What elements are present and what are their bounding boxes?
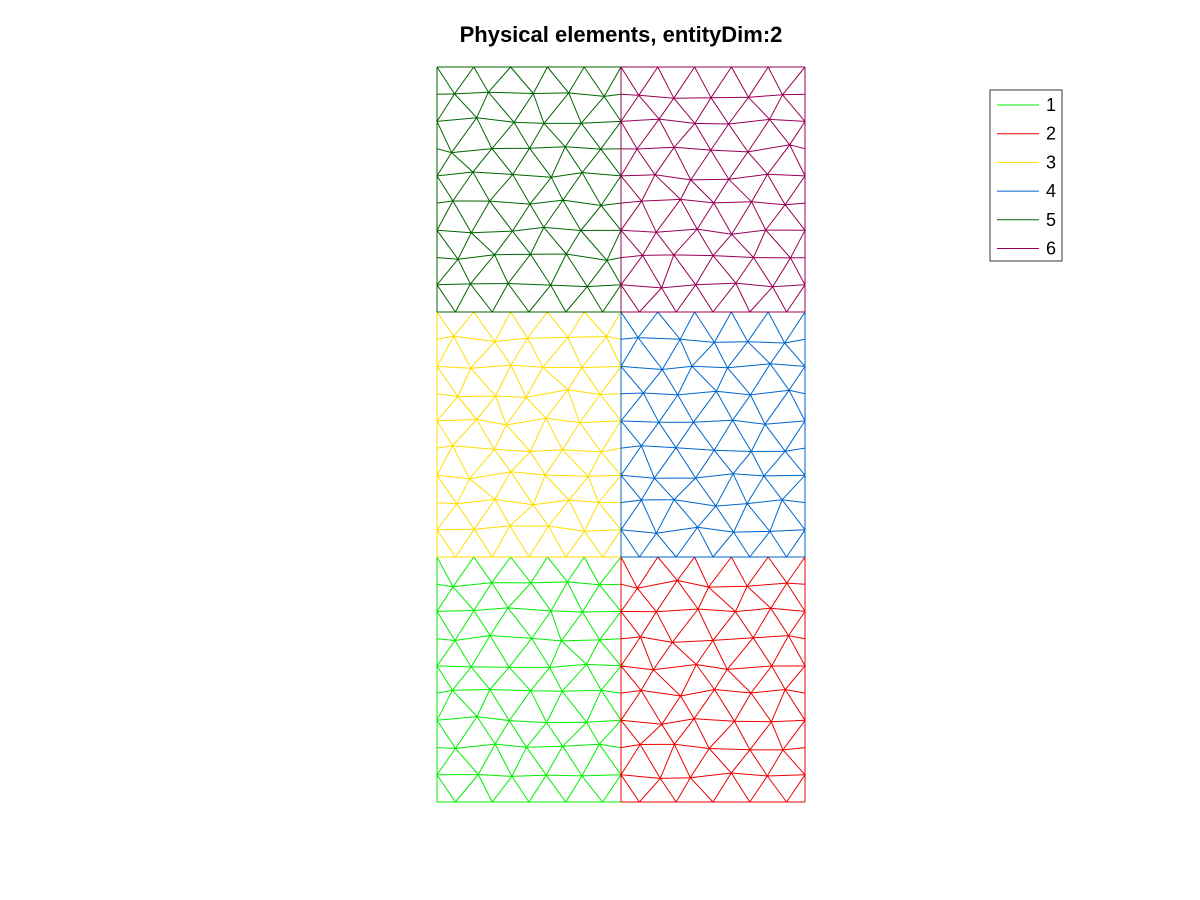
region-1-mesh [436, 556, 622, 803]
region-5-mesh [436, 66, 622, 313]
region-3-edges [436, 311, 622, 558]
legend-label-5: 5 [1046, 210, 1056, 230]
figure-title: Physical elements, entityDim:2 [460, 22, 783, 47]
region-3-mesh [436, 311, 622, 558]
region-2-edges [620, 556, 806, 803]
region-6-edges [620, 66, 806, 313]
legend-box [989, 89, 1063, 262]
legend-label-6: 6 [1046, 239, 1056, 259]
region-5-edges [436, 66, 622, 313]
region-6-mesh [620, 66, 806, 313]
region-1-edges [436, 556, 622, 803]
region-2-mesh [620, 556, 806, 803]
region-4-mesh [620, 311, 806, 558]
mesh-plot-area [436, 66, 806, 803]
region-4-edges [620, 311, 806, 558]
legend: 1 2 3 4 5 6 [989, 89, 1063, 262]
legend-label-2: 2 [1046, 124, 1056, 144]
legend-label-4: 4 [1046, 181, 1056, 201]
legend-label-1: 1 [1046, 95, 1056, 115]
legend-label-3: 3 [1046, 152, 1056, 172]
